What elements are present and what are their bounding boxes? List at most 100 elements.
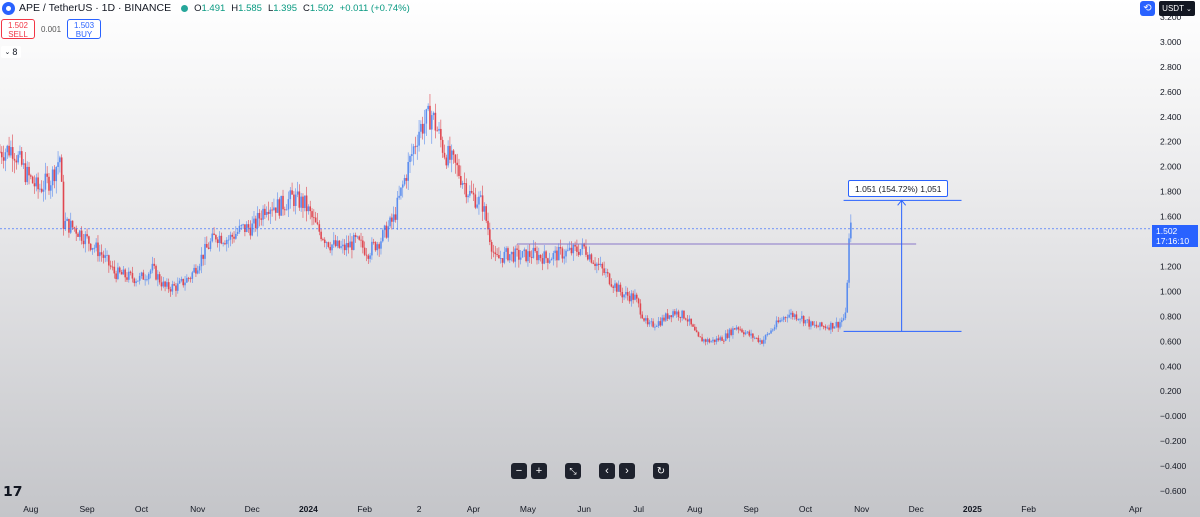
candle	[167, 282, 170, 290]
candle	[93, 247, 96, 249]
y-tick-label: 3.200	[1160, 12, 1182, 22]
candle	[447, 145, 449, 166]
candle	[202, 254, 204, 259]
candle	[645, 318, 647, 321]
y-tick-label: 1.200	[1160, 261, 1182, 271]
candle	[211, 233, 214, 242]
candle	[291, 190, 293, 195]
candle	[8, 145, 10, 156]
candle	[411, 154, 413, 157]
candle	[434, 112, 437, 131]
candle	[844, 312, 847, 319]
candle	[220, 235, 223, 244]
candle	[614, 283, 616, 288]
close-label: C	[303, 2, 310, 14]
candle	[630, 293, 633, 302]
candle	[430, 115, 433, 130]
candle	[298, 191, 301, 208]
candle	[523, 249, 526, 252]
sell-button[interactable]: 1.502 SELL	[1, 19, 35, 39]
sell-price: 1.502	[7, 21, 29, 30]
candle	[503, 251, 506, 263]
candle	[4, 152, 7, 161]
candle	[684, 318, 687, 320]
reset-icon[interactable]: ↻	[653, 463, 669, 479]
candle	[376, 244, 379, 251]
candle	[126, 277, 128, 280]
candle	[632, 293, 634, 300]
candle	[249, 227, 252, 236]
candle	[701, 337, 703, 342]
candle	[659, 321, 662, 326]
candle	[590, 254, 593, 263]
candle	[235, 233, 237, 239]
candle	[68, 218, 70, 233]
candle	[251, 223, 253, 236]
candle	[597, 263, 600, 265]
y-tick-label: 2.800	[1160, 62, 1182, 72]
indicators-toggle[interactable]: ⌄ 8	[1, 46, 21, 58]
scroll-right-icon[interactable]: ›	[619, 463, 635, 479]
candle	[84, 234, 87, 245]
candle	[681, 310, 683, 319]
fit-icon[interactable]: ⤡	[565, 463, 581, 479]
candle	[262, 208, 264, 220]
candle	[755, 337, 758, 339]
candle	[605, 272, 607, 273]
candle	[10, 147, 12, 156]
candle	[91, 248, 94, 250]
candle	[846, 282, 849, 313]
scroll-left-icon[interactable]: ‹	[599, 463, 615, 479]
candle	[200, 254, 203, 267]
candle	[443, 152, 446, 158]
candle	[550, 259, 553, 261]
candle	[333, 240, 335, 245]
candle	[704, 339, 707, 342]
zoom-out-icon[interactable]: −	[511, 463, 527, 479]
candle	[626, 291, 629, 296]
candle	[398, 195, 400, 198]
candle	[69, 220, 72, 233]
bar-countdown: 17:16:10	[1156, 236, 1190, 246]
candle	[586, 254, 589, 260]
candle	[425, 109, 428, 124]
candle	[837, 321, 839, 328]
candle	[82, 240, 85, 245]
candle	[236, 231, 239, 234]
candle	[690, 318, 692, 325]
candle	[40, 188, 43, 192]
symbol-title[interactable]: APE / TetherUS · 1D · BINANCE	[19, 2, 172, 14]
candle	[49, 185, 52, 191]
candle	[617, 284, 620, 292]
candle	[561, 248, 564, 259]
candle	[31, 176, 34, 184]
currency-button[interactable]: USDT ⌄	[1159, 1, 1195, 16]
candle	[498, 255, 500, 259]
candle	[775, 320, 778, 328]
price-axis: 3.200 3.000 2.800 2.600 2.400 2.200 2.000 1.800…	[1160, 12, 1187, 496]
measure-label[interactable]: 1.051 (154.72%) 1,051	[848, 180, 949, 197]
x-tick-label: Sep	[744, 504, 759, 514]
candle	[737, 327, 740, 330]
candle	[772, 329, 774, 331]
candle	[799, 318, 801, 320]
x-tick-label: Feb	[357, 504, 372, 514]
zoom-in-icon[interactable]: +	[531, 463, 547, 479]
refresh-icon[interactable]: ⟲	[1140, 1, 1155, 16]
tradingview-logo-icon[interactable]: 𝟭𝟳	[3, 483, 23, 499]
x-tick-label: May	[520, 504, 537, 514]
candle	[806, 319, 809, 321]
candle	[507, 248, 509, 261]
y-tick-label: 0.600	[1160, 336, 1182, 346]
y-tick-label: −0.000	[1160, 411, 1187, 421]
candle	[147, 273, 150, 280]
x-tick-label: Aug	[687, 504, 702, 514]
buy-label: BUY	[75, 30, 93, 39]
candle	[481, 195, 484, 212]
candle	[427, 105, 429, 110]
candle	[848, 238, 850, 283]
buy-button[interactable]: 1.503 BUY	[67, 19, 102, 39]
candle	[594, 263, 596, 267]
candle	[60, 157, 63, 182]
